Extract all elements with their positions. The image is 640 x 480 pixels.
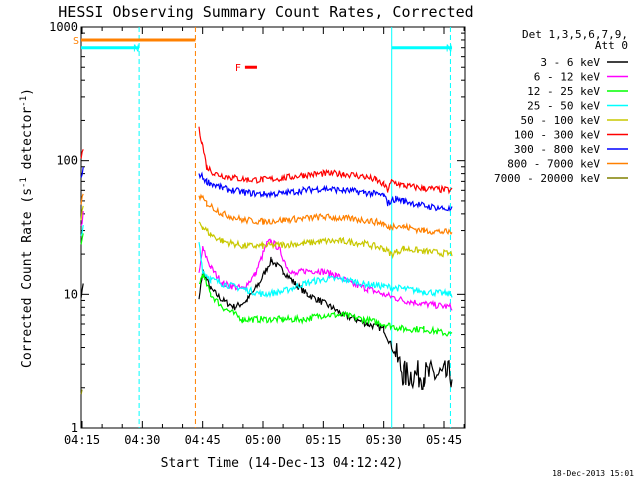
- y-axis-title-main: Corrected Count Rate (s: [20, 188, 35, 368]
- y-tick-label: 1: [71, 421, 78, 435]
- legend-label: 7000 - 20000 keV: [494, 172, 600, 185]
- x-axis-title: Start Time (14-Dec-13 04:12:42): [161, 456, 404, 471]
- legend: Det 1,3,5,6,7,9,Att 0 3 - 6 keV 6 - 12 keV…: [494, 28, 628, 185]
- chart-title: HESSI Observing Summary Count Rates, Cor…: [58, 3, 473, 21]
- legend-label: 50 - 100 keV: [521, 114, 601, 127]
- series-line: [80, 256, 453, 391]
- y-axis-title-sup1: -1: [19, 177, 29, 188]
- legend-label: 6 - 12 keV: [534, 71, 601, 84]
- flag-label: N: [133, 44, 139, 55]
- series-line: [80, 389, 83, 395]
- y-tick-label: 1000: [49, 20, 78, 34]
- plot-border: [80, 26, 466, 429]
- x-tick-label: 05:45: [426, 433, 462, 447]
- y-axis: 1 10 100 1000: [49, 20, 465, 435]
- y-tick-label: 10: [64, 287, 78, 301]
- series-line: [80, 205, 453, 260]
- legend-label: 12 - 25 keV: [527, 85, 600, 98]
- legend-label: 25 - 50 keV: [527, 100, 600, 113]
- flag-label: F: [235, 63, 241, 74]
- series-line: [80, 126, 453, 195]
- legend-label: 100 - 300 keV: [514, 129, 600, 142]
- x-tick-label: 05:30: [366, 433, 402, 447]
- status-flags: S N N F: [73, 36, 453, 74]
- y-axis-title-end: ): [20, 88, 35, 96]
- series-line: [80, 193, 453, 236]
- y-axis-title-sup2: -1: [19, 96, 29, 107]
- x-tick-label: 04:15: [64, 433, 100, 447]
- flag-label: N: [446, 44, 452, 55]
- legend-header: Det 1,3,5,6,7,9,: [522, 28, 628, 41]
- legend-label: 3 - 6 keV: [540, 56, 600, 69]
- series-line: [80, 233, 453, 337]
- y-axis-title-mid: detector: [20, 107, 35, 178]
- flag-label: S: [73, 36, 79, 47]
- x-tick-label: 05:00: [245, 433, 281, 447]
- series-line: [80, 224, 453, 299]
- legend-header: Att 0: [595, 39, 628, 52]
- x-axis: 04:15 04:30 04:45 05:00 05:15 05:30 05:45: [64, 27, 465, 447]
- legend-label: 800 - 7000 keV: [507, 158, 600, 171]
- series-line: [80, 167, 453, 212]
- footer-timestamp: 18-Dec-2013 15:01: [552, 469, 634, 478]
- series-lines: [80, 126, 453, 395]
- x-tick-label: 05:15: [305, 433, 341, 447]
- x-tick-label: 04:45: [185, 433, 221, 447]
- plot-frame: [80, 26, 466, 429]
- y-tick-label: 100: [56, 154, 78, 168]
- legend-label: 300 - 800 keV: [514, 143, 600, 156]
- y-axis-title: Corrected Count Rate (s-1 detector-1): [19, 88, 35, 368]
- x-tick-label: 04:30: [124, 433, 160, 447]
